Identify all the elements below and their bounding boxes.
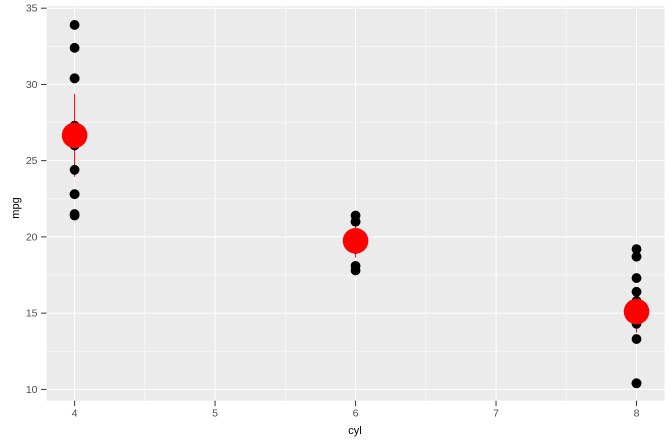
svg-text:35: 35 xyxy=(26,3,38,15)
svg-text:8: 8 xyxy=(634,408,640,420)
svg-text:15: 15 xyxy=(26,308,38,320)
svg-text:4: 4 xyxy=(72,408,78,420)
svg-text:6: 6 xyxy=(353,408,359,420)
svg-text:25: 25 xyxy=(26,155,38,167)
svg-text:30: 30 xyxy=(26,79,38,91)
svg-text:5: 5 xyxy=(212,408,218,420)
svg-text:7: 7 xyxy=(493,408,499,420)
svg-text:10: 10 xyxy=(26,384,38,396)
svg-text:20: 20 xyxy=(26,231,38,243)
